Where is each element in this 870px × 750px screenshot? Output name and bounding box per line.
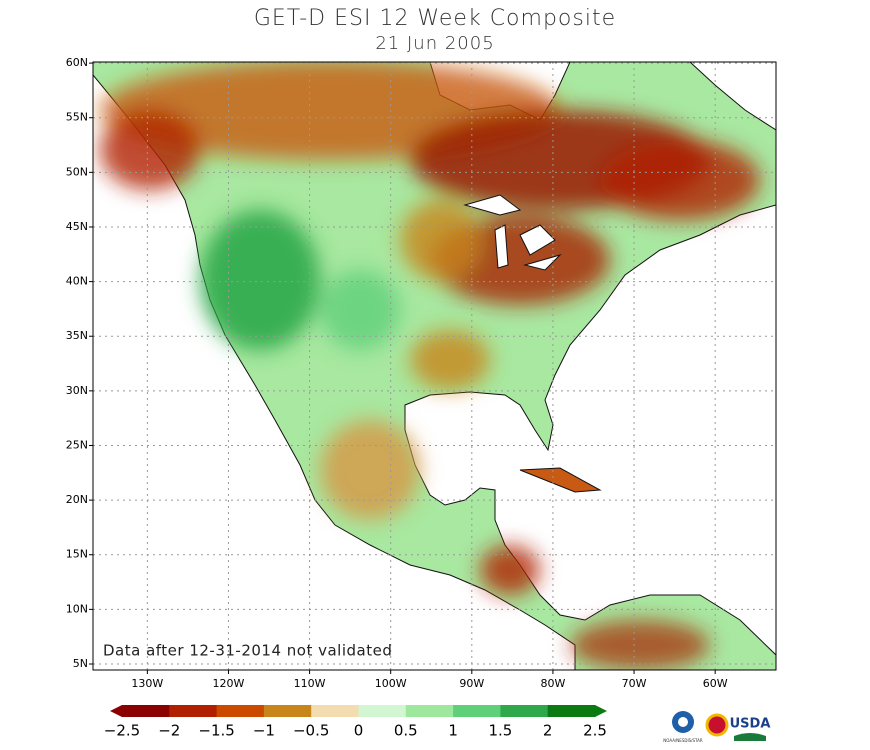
colorbar-swatch <box>358 705 407 717</box>
esi-field <box>100 62 760 670</box>
colorbar-tick-label: −2 <box>158 722 180 740</box>
colorbar-swatch <box>216 705 265 717</box>
note: Data after 12-31-2014 not validated <box>103 642 392 660</box>
colorbar-tick-label: 1 <box>448 722 458 740</box>
lon-tick-label: 70W <box>622 677 647 690</box>
colorbar-swatch <box>405 705 454 717</box>
colorbar-swatch <box>453 705 501 717</box>
colorbar-swatch <box>547 705 596 717</box>
usda-swoosh <box>734 733 766 741</box>
colorbar-tick-label: −2.5 <box>104 722 140 740</box>
colorbar-tick-label: 1.5 <box>488 722 512 740</box>
lon-tick-label: 120W <box>213 677 245 690</box>
colorbar-tick-label: 0 <box>354 722 364 740</box>
great-lakes <box>463 194 562 271</box>
grid: 130W 120W 110W 100W 90W 80W 70W 60W 5N 10N 15N 20N 2… <box>66 56 776 690</box>
colorbar-tick-label: −1.5 <box>198 722 234 740</box>
lat-tick-label: 60N <box>66 56 88 69</box>
cuba <box>519 467 602 493</box>
colorbar-arrow-high <box>595 705 607 717</box>
lon-tick-label: 60W <box>703 677 728 690</box>
lat-tick-label: 50N <box>66 165 88 178</box>
umd-logo <box>705 713 729 737</box>
colorbar-swatch <box>500 705 549 717</box>
title: GET-D ESI 12 Week Composite <box>254 6 616 31</box>
lon-tick-label: 100W <box>375 677 407 690</box>
colorbar: −2.5 −2 −1.5 −1 −0.5 0 0.5 1 1.5 2 2.5 <box>104 705 607 740</box>
logos: NOAA/NESDIS/STAR USDA <box>663 711 770 743</box>
subtitle: 21 Jun 2005 <box>375 33 494 54</box>
lat-tick-label: 40N <box>66 275 88 288</box>
lat-tick-label: 20N <box>66 493 88 506</box>
lon-tick-label: 110W <box>294 677 326 690</box>
colorbar-tick-label: 0.5 <box>394 722 418 740</box>
lat-tick-label: 15N <box>66 548 88 561</box>
lat-tick-label: 10N <box>66 602 88 615</box>
lat-tick-label: 35N <box>66 329 88 342</box>
noaa-label: NOAA/NESDIS/STAR <box>663 738 703 743</box>
lon-tick-label: 130W <box>131 677 163 690</box>
colorbar-tick-label: 2.5 <box>583 722 607 740</box>
map-area <box>93 62 776 670</box>
colorbar-swatch <box>122 705 170 717</box>
colorbar-swatch <box>263 705 312 717</box>
colorbar-arrow-low <box>110 705 122 717</box>
lat-tick-label: 55N <box>66 111 88 124</box>
lat-tick-label: 45N <box>66 220 88 233</box>
colorbar-tick-label: −0.5 <box>293 722 329 740</box>
lon-tick-label: 90W <box>459 677 484 690</box>
map-frame <box>92 61 777 671</box>
colorbar-tick-label: −1 <box>253 722 275 740</box>
colorbar-tick-label: 2 <box>543 722 553 740</box>
colorbar-swatch <box>169 705 218 717</box>
lat-tick-label: 30N <box>66 384 88 397</box>
lat-tick-label: 5N <box>73 657 88 670</box>
usda-label: USDA <box>730 717 771 732</box>
lon-tick-label: 80W <box>540 677 565 690</box>
colorbar-swatch <box>311 705 359 717</box>
lat-tick-label: 25N <box>66 438 88 451</box>
noaa-logo-inner <box>678 717 688 727</box>
